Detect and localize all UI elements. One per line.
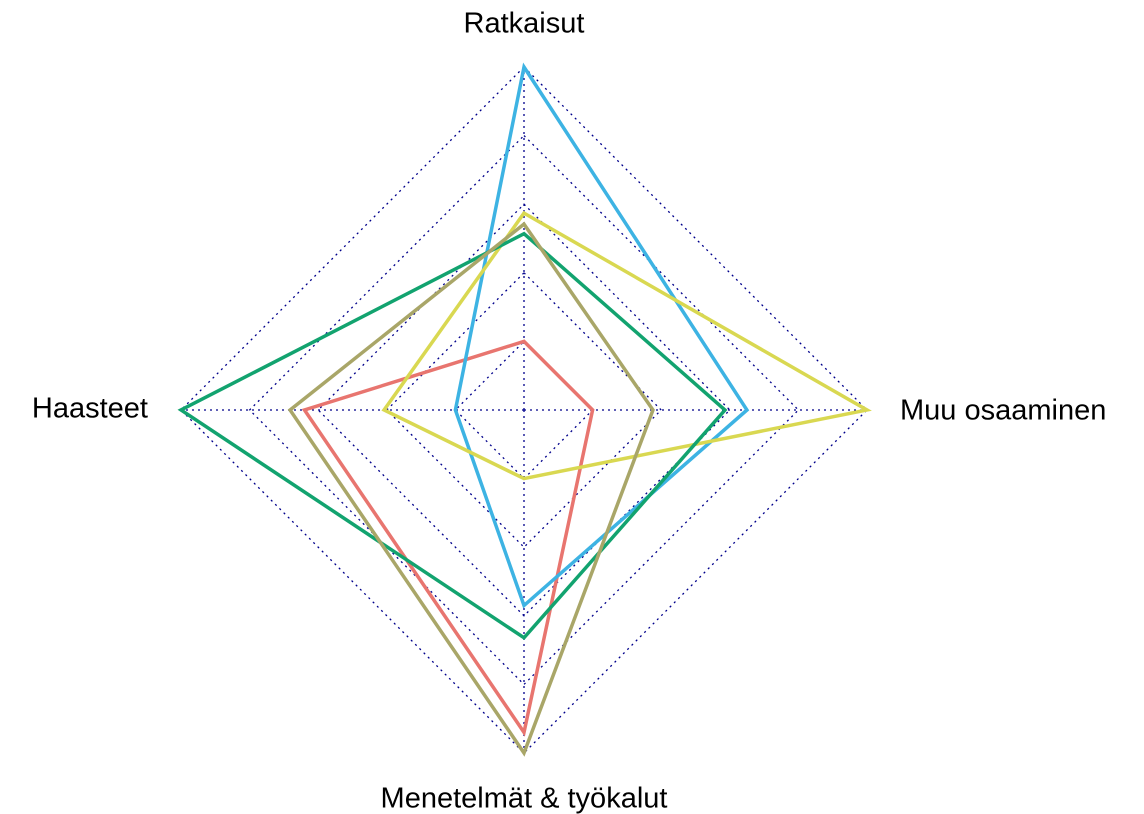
series-line [381, 210, 872, 481]
axis-label: Menetelmät & työkalut [381, 783, 668, 814]
series-line [177, 231, 728, 641]
axis-label: Haasteet [32, 393, 148, 425]
series-line [301, 339, 595, 737]
axis-label: Ratkaisut [464, 8, 585, 40]
series-line [453, 62, 750, 609]
axis-label: Muu osaaminen [900, 395, 1106, 427]
series-line [287, 221, 655, 757]
